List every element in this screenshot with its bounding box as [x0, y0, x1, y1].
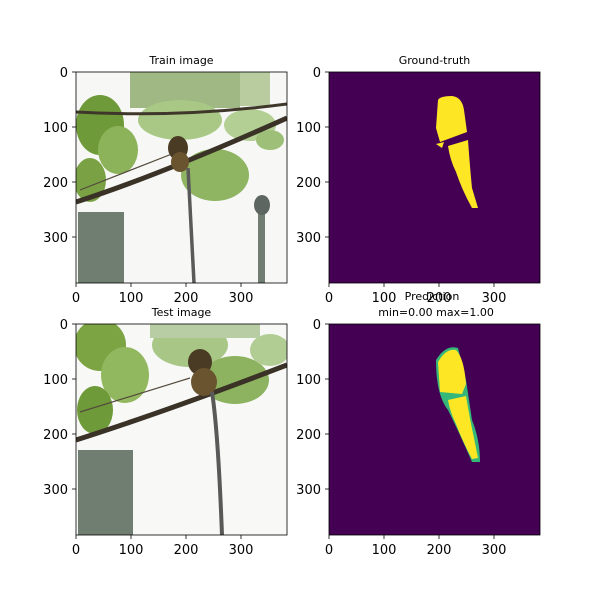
test-image-ytick: 200 — [43, 428, 68, 443]
test-image-ytick: 300 — [43, 483, 68, 498]
prediction-title: Prediction — [405, 290, 460, 303]
train-image-photo — [76, 72, 287, 283]
train-image-xtick: 100 — [119, 291, 144, 306]
test-image-title: Test image — [151, 306, 212, 319]
prediction-xtick: 0 — [325, 543, 333, 558]
ground-truth-ytick: 200 — [296, 176, 321, 191]
prediction-yaxis: 0 100 200 300 — [296, 318, 329, 498]
train-image-xaxis: 0 100 200 300 — [72, 283, 254, 306]
ground-truth-panel: Ground-truth 0 100 200 300 0 100 200 300 — [296, 54, 541, 306]
test-image-panel: Test image 0 100 — [43, 306, 288, 558]
prediction-ytick: 0 — [313, 318, 321, 333]
prediction-subtitle: min=0.00 max=1.00 — [378, 306, 494, 319]
prediction-ytick: 100 — [296, 373, 321, 388]
prediction-ytick: 200 — [296, 428, 321, 443]
ground-truth-xtick: 0 — [325, 291, 333, 306]
train-image-ytick: 200 — [43, 176, 68, 191]
prediction-ytick: 300 — [296, 483, 321, 498]
test-image-xtick: 0 — [72, 543, 80, 558]
prediction-xtick: 100 — [372, 543, 397, 558]
train-image-title: Train image — [148, 54, 213, 67]
train-image-ytick: 0 — [60, 66, 68, 81]
ground-truth-xtick: 100 — [372, 291, 397, 306]
test-image-xtick: 200 — [174, 543, 199, 558]
prediction-xaxis: 0 100 200 300 — [325, 535, 507, 558]
ground-truth-mask — [436, 96, 478, 208]
train-image-ytick: 300 — [43, 231, 68, 246]
ground-truth-ytick: 100 — [296, 121, 321, 136]
ground-truth-xtick: 300 — [482, 291, 507, 306]
test-image-xtick: 100 — [119, 543, 144, 558]
prediction-xtick: 300 — [482, 543, 507, 558]
ground-truth-background — [329, 72, 540, 283]
train-image-yaxis: 0 100 200 300 — [43, 66, 76, 246]
test-image-yaxis: 0 100 200 300 — [43, 318, 76, 498]
test-image-ytick: 100 — [43, 373, 68, 388]
train-image-xtick: 200 — [174, 291, 199, 306]
ground-truth-title: Ground-truth — [399, 54, 471, 67]
train-image-ytick: 100 — [43, 121, 68, 136]
ground-truth-xtick: 200 — [427, 291, 452, 306]
test-image-photo — [76, 324, 287, 535]
test-image-xtick: 300 — [229, 543, 254, 558]
ground-truth-ytick: 0 — [313, 66, 321, 81]
prediction-mask — [438, 349, 478, 459]
test-image-xaxis: 0 100 200 300 — [72, 535, 254, 558]
prediction-background — [329, 324, 540, 535]
ground-truth-yaxis: 0 100 200 300 — [296, 66, 329, 246]
prediction-panel: Prediction min=0.00 max=1.00 0 100 200 3… — [296, 290, 541, 558]
train-image-xtick: 300 — [229, 291, 254, 306]
prediction-xtick: 200 — [427, 543, 452, 558]
train-image-panel: Train image — [43, 54, 288, 306]
ground-truth-ytick: 300 — [296, 231, 321, 246]
train-image-xtick: 0 — [72, 291, 80, 306]
test-image-ytick: 0 — [60, 318, 68, 333]
ground-truth-xaxis: 0 100 200 300 — [325, 283, 507, 306]
